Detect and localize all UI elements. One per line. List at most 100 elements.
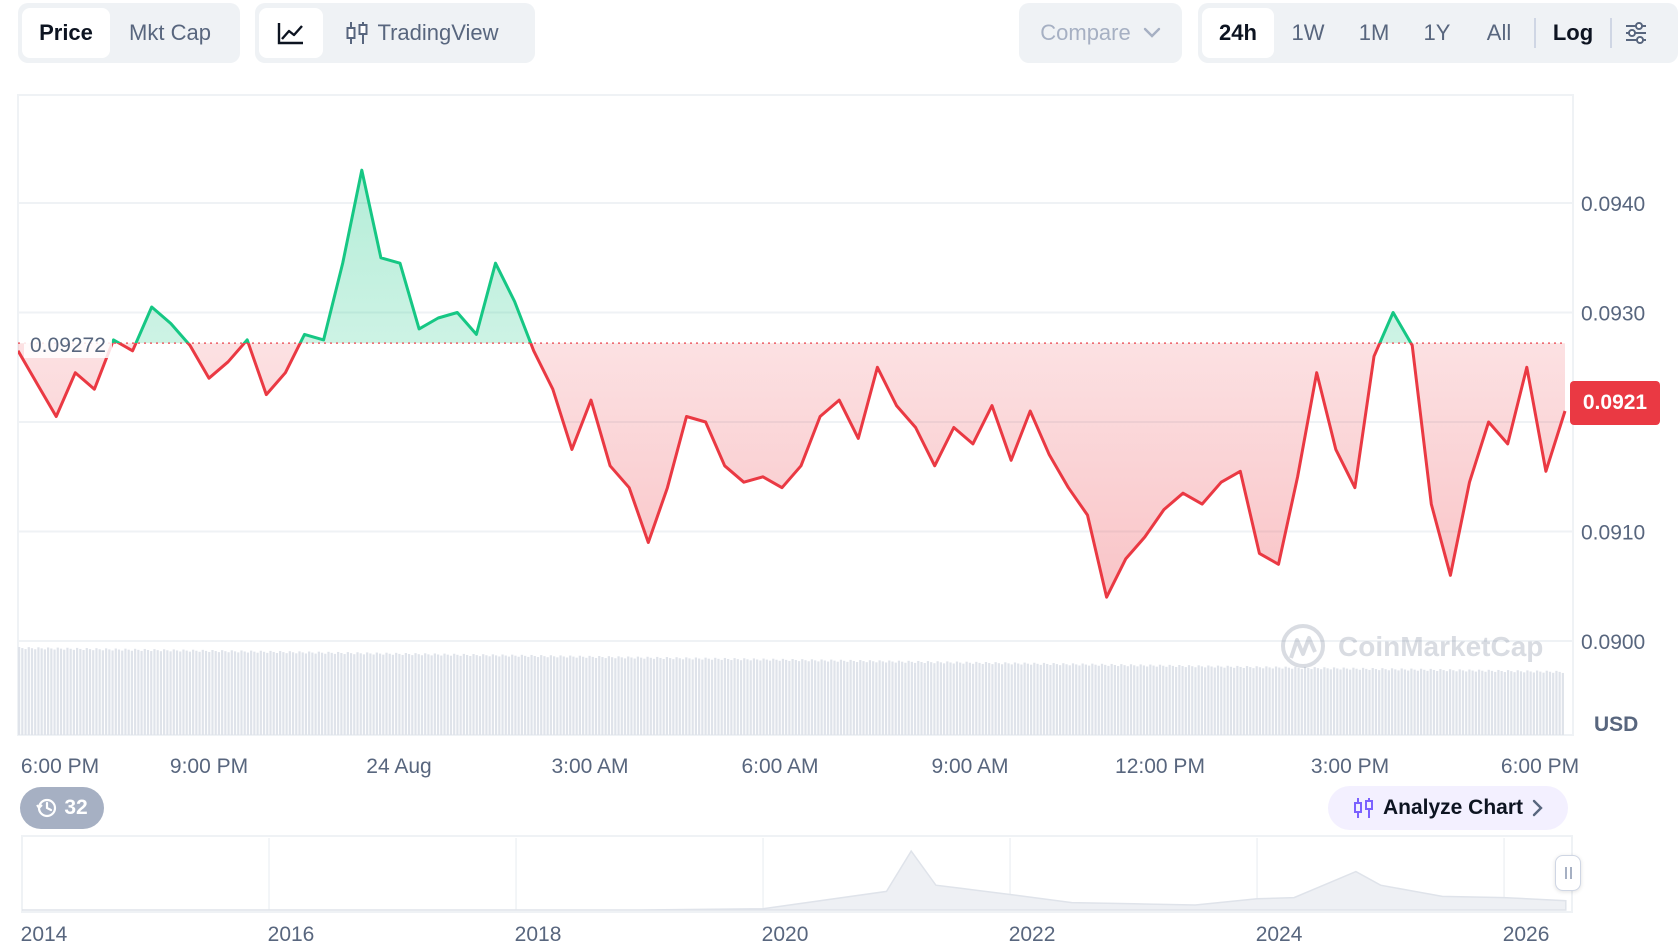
volume-bar (1252, 668, 1255, 735)
volume-bar (436, 654, 440, 735)
range-1y[interactable]: 1Y (1423, 20, 1451, 45)
volume-bar (1394, 669, 1397, 735)
volume-bar (1223, 667, 1226, 735)
volume-bar (656, 656, 659, 735)
volume-bar (179, 651, 182, 735)
x-tick-label: 9:00 PM (170, 755, 248, 778)
volume-bar (1042, 662, 1046, 735)
candlestick-icon (346, 22, 368, 44)
volume-bar (1281, 668, 1284, 735)
range-all[interactable]: All (1486, 20, 1512, 45)
y-axis-labels: 0.0940 0.0930 0.0910 0.0900 (1581, 193, 1645, 654)
volume-bar (1320, 669, 1323, 735)
volume-bar (523, 655, 527, 735)
volume-bar (304, 653, 308, 735)
volume-bar (1307, 668, 1310, 735)
range-1w[interactable]: 1W (1291, 20, 1325, 45)
volume-bar (1091, 663, 1094, 735)
volume-bar (665, 657, 669, 735)
tab-mkt-cap[interactable]: Mkt Cap (129, 20, 211, 45)
history-count: 32 (64, 796, 88, 819)
overview-area-path (22, 849, 1567, 911)
y-tick-label: 0.0930 (1581, 303, 1645, 326)
volume-bar (185, 650, 188, 735)
range-1m[interactable]: 1M (1358, 20, 1390, 45)
volume-bar (53, 649, 56, 735)
tradingview-button[interactable]: TradingView (323, 8, 521, 58)
volume-bar (991, 664, 994, 735)
volume-bar (195, 650, 198, 735)
analyze-chart-button[interactable]: Analyze Chart (1328, 786, 1568, 830)
volume-bar (562, 656, 565, 735)
volume-bar (1078, 665, 1081, 735)
volume-bar (1165, 666, 1168, 735)
volume-bar (1432, 669, 1436, 735)
volume-bar (1400, 668, 1403, 735)
volume-bar (40, 648, 43, 735)
volume-bar (1529, 671, 1532, 735)
volume-bar (1258, 667, 1262, 735)
volume-bar (21, 648, 24, 735)
volume-bar (465, 654, 469, 735)
area-below-baseline (18, 343, 1565, 598)
volume-bar (72, 649, 75, 735)
volume-bar (1010, 664, 1013, 735)
volume-bar (733, 658, 736, 735)
volume-bar (807, 661, 810, 735)
volume-bar (1104, 664, 1107, 735)
range-24h[interactable]: 24h (1202, 8, 1274, 58)
volume-bar (704, 657, 707, 735)
volume-bars (18, 647, 1564, 735)
volume-bar (823, 660, 826, 735)
volume-bar (153, 649, 156, 735)
volume-bar (1384, 669, 1387, 735)
volume-bar (140, 650, 143, 735)
log-toggle[interactable]: Log (1552, 20, 1594, 45)
volume-bar (211, 650, 214, 735)
volume-bar (862, 661, 865, 735)
price-area (18, 170, 1565, 598)
volume-bar (520, 654, 523, 735)
volume-bar (382, 654, 385, 735)
compare-dropdown[interactable]: Compare (1019, 3, 1182, 63)
volume-bar (923, 663, 926, 735)
volume-bar (47, 647, 50, 735)
volume-bar (507, 656, 511, 735)
volume-bar (353, 654, 356, 735)
volume-bar (585, 657, 588, 735)
volume-bar (1207, 665, 1210, 735)
volume-bar (1075, 664, 1078, 735)
volume-bar (881, 661, 884, 735)
line-chart-button[interactable] (259, 8, 323, 58)
volume-bar (743, 658, 746, 735)
volume-bar (872, 661, 875, 735)
volume-bar (1561, 672, 1564, 735)
volume-bar (830, 659, 833, 735)
volume-bar (694, 657, 698, 735)
volume-bar (636, 656, 639, 735)
volume-bar (1436, 671, 1439, 735)
volume-bar (949, 662, 952, 735)
overview-drag-handle[interactable] (1555, 855, 1581, 891)
volume-bar (820, 659, 823, 735)
overview-year-labels: 2014 2016 2018 2020 2022 2024 2026 (21, 923, 1550, 944)
volume-bar (30, 648, 34, 735)
chart-settings-button[interactable] (1616, 8, 1656, 58)
volume-bar (910, 661, 913, 735)
divider (1610, 18, 1612, 48)
volume-bar (1545, 670, 1548, 735)
volume-bar (420, 655, 424, 735)
volume-bar (846, 661, 849, 735)
volume-bar (1226, 665, 1229, 735)
volume-bar (1236, 665, 1239, 735)
volume-bar (192, 649, 195, 735)
volume-bar (285, 653, 288, 735)
volume-bar (221, 650, 224, 735)
volume-bar (1497, 669, 1500, 735)
volume-bar (385, 652, 388, 735)
history-badge[interactable]: 32 (20, 787, 104, 829)
volume-bar (256, 652, 259, 735)
volume-bar (1426, 670, 1429, 735)
tab-price[interactable]: Price (22, 8, 110, 58)
